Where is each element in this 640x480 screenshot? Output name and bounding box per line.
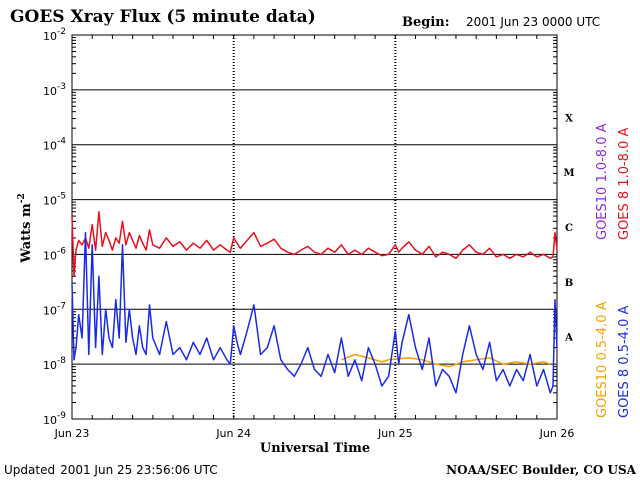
series-line-1 (71, 231, 558, 394)
chart-title: GOES Xray Flux (5 minute data) (10, 7, 316, 27)
updated-value: 2001 Jun 25 23:56:06 UTC (60, 463, 218, 477)
y-tick-label: 10-9 (43, 411, 66, 427)
y-tick-label: 10-8 (43, 356, 66, 372)
y-tick-base: 10 (43, 195, 57, 208)
legend-left: GOES 8 0.5-4.0 A GOES10 0.5-4.0 A (595, 301, 632, 418)
y-tick-base: 10 (43, 249, 57, 262)
x-tick-label: Jun 24 (215, 427, 251, 440)
y-tick-exp: -6 (57, 246, 66, 256)
y-axis-ticks: 10-210-310-410-510-610-710-810-9 (43, 27, 66, 427)
legend-entry: GOES 8 1.0-8.0 A (617, 128, 632, 240)
y-tick-label: 10-6 (43, 246, 66, 262)
flare-class-c: C (565, 223, 573, 234)
series-layer (71, 210, 558, 394)
flare-class-m: M (563, 168, 574, 179)
source-credit: NOAA/SEC Boulder, CO USA (446, 463, 637, 477)
flare-class-labels: X M C B A (563, 113, 574, 343)
x-tick-label: Jun 23 (54, 427, 90, 440)
y-tick-exp: -3 (57, 82, 66, 92)
y-tick-exp: -2 (57, 27, 66, 37)
begin-label: Begin: (402, 15, 450, 30)
y-tick-label: 10-7 (43, 301, 66, 317)
x-axis-title: Universal Time (260, 441, 370, 456)
series-line-0 (71, 210, 558, 278)
y-tick-base: 10 (43, 414, 57, 427)
y-axis-title: Watts m-2 (17, 193, 34, 264)
series-line-2 (341, 353, 551, 368)
y-tick-exp: -4 (57, 137, 66, 147)
x-tick-label: Jun 25 (377, 427, 413, 440)
legend-entry: GOES 8 0.5-4.0 A (617, 306, 632, 418)
y-tick-exp: -9 (57, 411, 66, 421)
y-tick-base: 10 (43, 140, 57, 153)
flare-class-b: B (565, 278, 573, 289)
updated-line: Updated 2001 Jun 25 23:56:06 UTC (4, 463, 218, 477)
y-tick-exp: -5 (57, 192, 66, 202)
y-tick-label: 10-5 (43, 192, 66, 208)
y-tick-base: 10 (43, 30, 57, 43)
updated-label: Updated (4, 463, 55, 477)
flare-class-a: A (564, 333, 573, 344)
legend-right: GOES 8 1.0-8.0 A GOES10 1.0-8.0 A (595, 123, 632, 240)
y-tick-label: 10-2 (43, 27, 66, 43)
y-axis-title-main: Watts m (19, 203, 34, 264)
y-tick-base: 10 (43, 304, 57, 317)
begin-value: 2001 Jun 23 0000 UTC (466, 15, 600, 29)
y-tick-exp: -8 (57, 356, 66, 366)
y-axis-title-sup: -2 (17, 193, 27, 203)
grid-layer (71, 35, 558, 419)
y-tick-base: 10 (43, 85, 57, 98)
y-tick-label: 10-3 (43, 82, 66, 98)
y-tick-exp: -7 (57, 301, 66, 311)
y-tick-base: 10 (43, 359, 57, 372)
x-axis-ticks: Jun 23 Jun 24 Jun 25 Jun 26 (54, 427, 575, 440)
legend-entry: GOES10 0.5-4.0 A (595, 301, 610, 418)
flare-class-x: X (565, 113, 573, 124)
legend-entry: GOES10 1.0-8.0 A (595, 123, 610, 240)
x-tick-label: Jun 26 (539, 427, 575, 440)
y-tick-label: 10-4 (43, 137, 66, 153)
